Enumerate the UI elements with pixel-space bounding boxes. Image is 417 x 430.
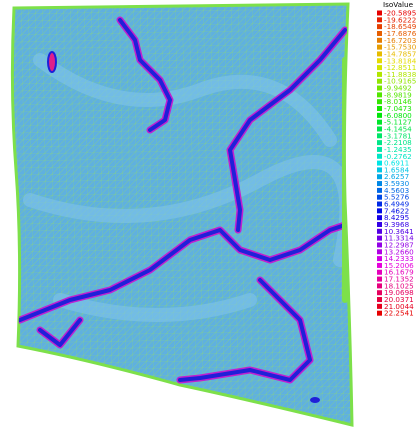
legend-label: 16.1679 <box>384 268 414 277</box>
legend-label: -13.8184 <box>384 56 417 65</box>
legend-label: -20.5895 <box>384 9 416 18</box>
legend-label: -15.7530 <box>384 43 417 52</box>
legend-label: 15.2006 <box>384 261 414 270</box>
legend-label: -1.2435 <box>384 145 412 154</box>
legend-swatch <box>377 256 382 262</box>
legend-label: 1.6584 <box>384 165 410 174</box>
legend-swatch <box>377 17 382 23</box>
legend-label: -10.9165 <box>384 77 416 86</box>
legend-swatch <box>377 37 382 43</box>
legend-label: 0.6911 <box>384 159 409 168</box>
legend-swatch <box>377 10 382 16</box>
legend-swatch <box>377 228 382 234</box>
legend-swatch <box>377 78 382 84</box>
legend-label: -7.0473 <box>384 104 412 113</box>
legend-swatch <box>377 235 382 241</box>
legend-label: -3.1781 <box>384 131 412 140</box>
legend-swatch <box>377 140 382 146</box>
legend-swatch <box>377 297 382 303</box>
legend-label: 5.5276 <box>384 193 410 202</box>
legend-label: 2.6257 <box>384 172 409 181</box>
legend-label: 22.2541 <box>384 309 414 318</box>
legend-swatch <box>377 92 382 98</box>
legend-swatch <box>377 119 382 125</box>
legend-label: 21.0044 <box>384 302 414 311</box>
legend-swatch <box>377 174 382 180</box>
legend-swatch <box>377 153 382 159</box>
legend-swatch <box>377 215 382 221</box>
legend-label: 14.2333 <box>384 254 414 263</box>
legend-label: 4.5603 <box>384 186 409 195</box>
legend-label: -18.6549 <box>384 22 417 31</box>
legend-swatch <box>377 71 382 77</box>
legend-label: -16.7203 <box>384 36 416 45</box>
legend-label: 19.0698 <box>384 288 414 297</box>
legend-label: -2.2108 <box>384 138 412 147</box>
legend-label: 11.3314 <box>384 234 414 243</box>
legend-swatch <box>377 194 382 200</box>
legend-label: 12.2987 <box>384 240 414 249</box>
mesh <box>10 2 354 427</box>
legend-label: 6.4949 <box>384 200 410 209</box>
legend-swatch <box>377 65 382 71</box>
legend-label: -9.9492 <box>384 84 412 93</box>
legend-swatch <box>377 44 382 50</box>
legend-swatch <box>377 58 382 64</box>
legend-swatch <box>377 167 382 173</box>
legend-label: -4.1454 <box>384 124 412 133</box>
legend-label: 7.4622 <box>384 206 409 215</box>
legend-swatch <box>377 106 382 112</box>
legend-swatch <box>377 112 382 118</box>
legend-label: -17.6876 <box>384 29 417 38</box>
legend-swatch <box>377 249 382 255</box>
legend-label: -11.8838 <box>384 70 417 79</box>
legend-label: -8.0146 <box>384 97 412 106</box>
legend-swatch <box>377 24 382 30</box>
legend-title: IsoValue <box>383 0 414 9</box>
legend-swatch <box>377 126 382 132</box>
legend-swatch <box>377 30 382 36</box>
legend-swatch <box>377 303 382 309</box>
legend-label: -8.9819 <box>384 90 412 99</box>
legend-label: -0.2762 <box>384 152 412 161</box>
legend-swatch <box>377 160 382 166</box>
legend-label: -5.1127 <box>384 118 412 127</box>
legend-swatch <box>377 262 382 268</box>
legend-label: 3.5930 <box>384 179 410 188</box>
legend-swatch <box>377 187 382 193</box>
legend-swatch <box>377 85 382 91</box>
legend-label: -19.6222 <box>384 15 416 24</box>
legend-swatch <box>377 310 382 316</box>
legend-swatch <box>377 208 382 214</box>
legend-swatch <box>377 99 382 105</box>
legend-label: 20.0371 <box>384 295 414 304</box>
legend-swatch <box>377 290 382 296</box>
legend-label: 8.4295 <box>384 213 409 222</box>
legend-label: 13.2660 <box>384 247 414 256</box>
legend-label: 9.3968 <box>384 220 410 229</box>
legend-label: -6.0800 <box>384 111 412 120</box>
legend-swatch <box>377 283 382 289</box>
legend-label: 18.1025 <box>384 281 414 290</box>
legend-swatch <box>377 133 382 139</box>
legend-label: -12.8511 <box>384 63 416 72</box>
legend-swatch <box>377 221 382 227</box>
legend-label: -14.7857 <box>384 49 416 58</box>
legend-label: 17.1352 <box>384 275 414 284</box>
legend-swatch <box>377 269 382 275</box>
legend-swatch <box>377 146 382 152</box>
legend-swatch <box>377 242 382 248</box>
legend-swatch <box>377 181 382 187</box>
legend-swatch <box>377 51 382 57</box>
legend-label: 10.3641 <box>384 227 414 236</box>
legend: IsoValue -20.5895-19.6222-18.6549-17.687… <box>377 0 417 318</box>
legend-swatch <box>377 201 382 207</box>
legend-swatch <box>377 276 382 282</box>
